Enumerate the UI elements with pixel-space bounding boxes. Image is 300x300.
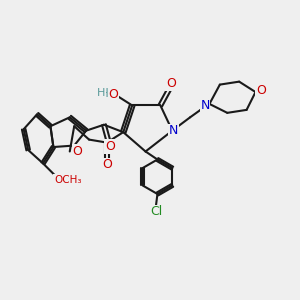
Text: O: O bbox=[72, 145, 82, 158]
Text: O: O bbox=[105, 140, 115, 153]
Text: O: O bbox=[166, 77, 176, 90]
Text: HO: HO bbox=[99, 87, 117, 100]
Text: H: H bbox=[98, 88, 106, 98]
Text: Cl: Cl bbox=[150, 205, 162, 218]
Text: OCH₃: OCH₃ bbox=[54, 175, 81, 185]
Text: N: N bbox=[200, 99, 210, 112]
Text: O: O bbox=[109, 88, 118, 101]
Text: O: O bbox=[256, 84, 266, 97]
Text: O: O bbox=[102, 158, 112, 171]
Text: N: N bbox=[169, 124, 178, 137]
